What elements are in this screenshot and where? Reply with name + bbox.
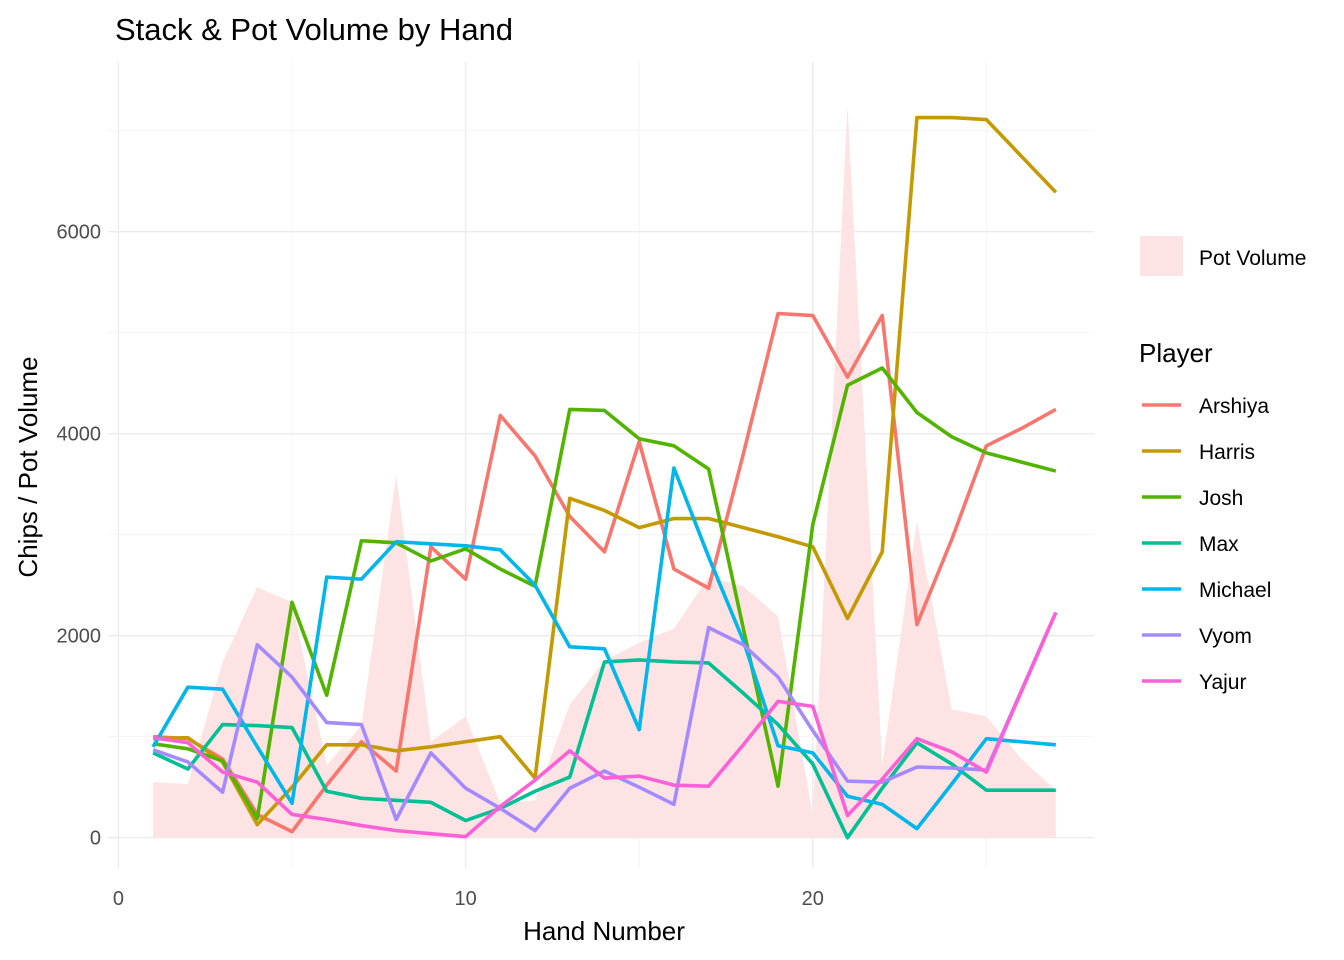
pot-volume-area-layer: [153, 105, 1056, 838]
x-axis-ticks: 0 10 20: [113, 888, 824, 910]
legend-label-michael: Michael: [1199, 579, 1271, 602]
pot-volume-area: [153, 105, 1056, 838]
y-tick-label: 0: [90, 828, 101, 850]
chart-title: Stack & Pot Volume by Hand: [115, 12, 513, 47]
legend-swatch-pot-volume: [1140, 236, 1183, 276]
legend-label-harris: Harris: [1199, 441, 1255, 464]
legend-pot-volume: Pot Volume: [1140, 236, 1306, 276]
series-line-michael: [151, 466, 1056, 831]
series-line-josh: [152, 366, 1057, 821]
x-tick-label: 20: [802, 888, 824, 910]
x-axis-label: Hand Number: [523, 916, 685, 946]
y-axis-ticks: 0 2000 4000 6000: [57, 222, 102, 850]
legend-label-vyom: Vyom: [1199, 625, 1252, 648]
legend-label-yajur: Yajur: [1199, 671, 1246, 694]
y-tick-label: 2000: [57, 626, 102, 648]
legend-label-arshiya: Arshiya: [1199, 395, 1269, 418]
legend-player: Player Arshiya Harris Josh Max Michael Vyom Ya…: [1139, 338, 1271, 694]
series-line-vyom: [152, 611, 1058, 833]
legend-label-max: Max: [1199, 533, 1239, 556]
y-tick-label: 6000: [57, 222, 102, 244]
y-axis-label: Chips / Pot Volume: [13, 356, 43, 577]
x-tick-label: 10: [454, 888, 476, 910]
series-lines-layer: [151, 115, 1058, 840]
y-tick-label: 4000: [57, 424, 102, 446]
series-line-harris: [153, 115, 1058, 827]
x-tick-label: 0: [113, 888, 124, 910]
series-line-yajur: [152, 611, 1058, 839]
series-line-max: [152, 658, 1056, 840]
legend-label-josh: Josh: [1199, 487, 1243, 510]
legend-title: Player: [1139, 338, 1213, 368]
legend-label-pot-volume: Pot Volume: [1199, 247, 1306, 270]
